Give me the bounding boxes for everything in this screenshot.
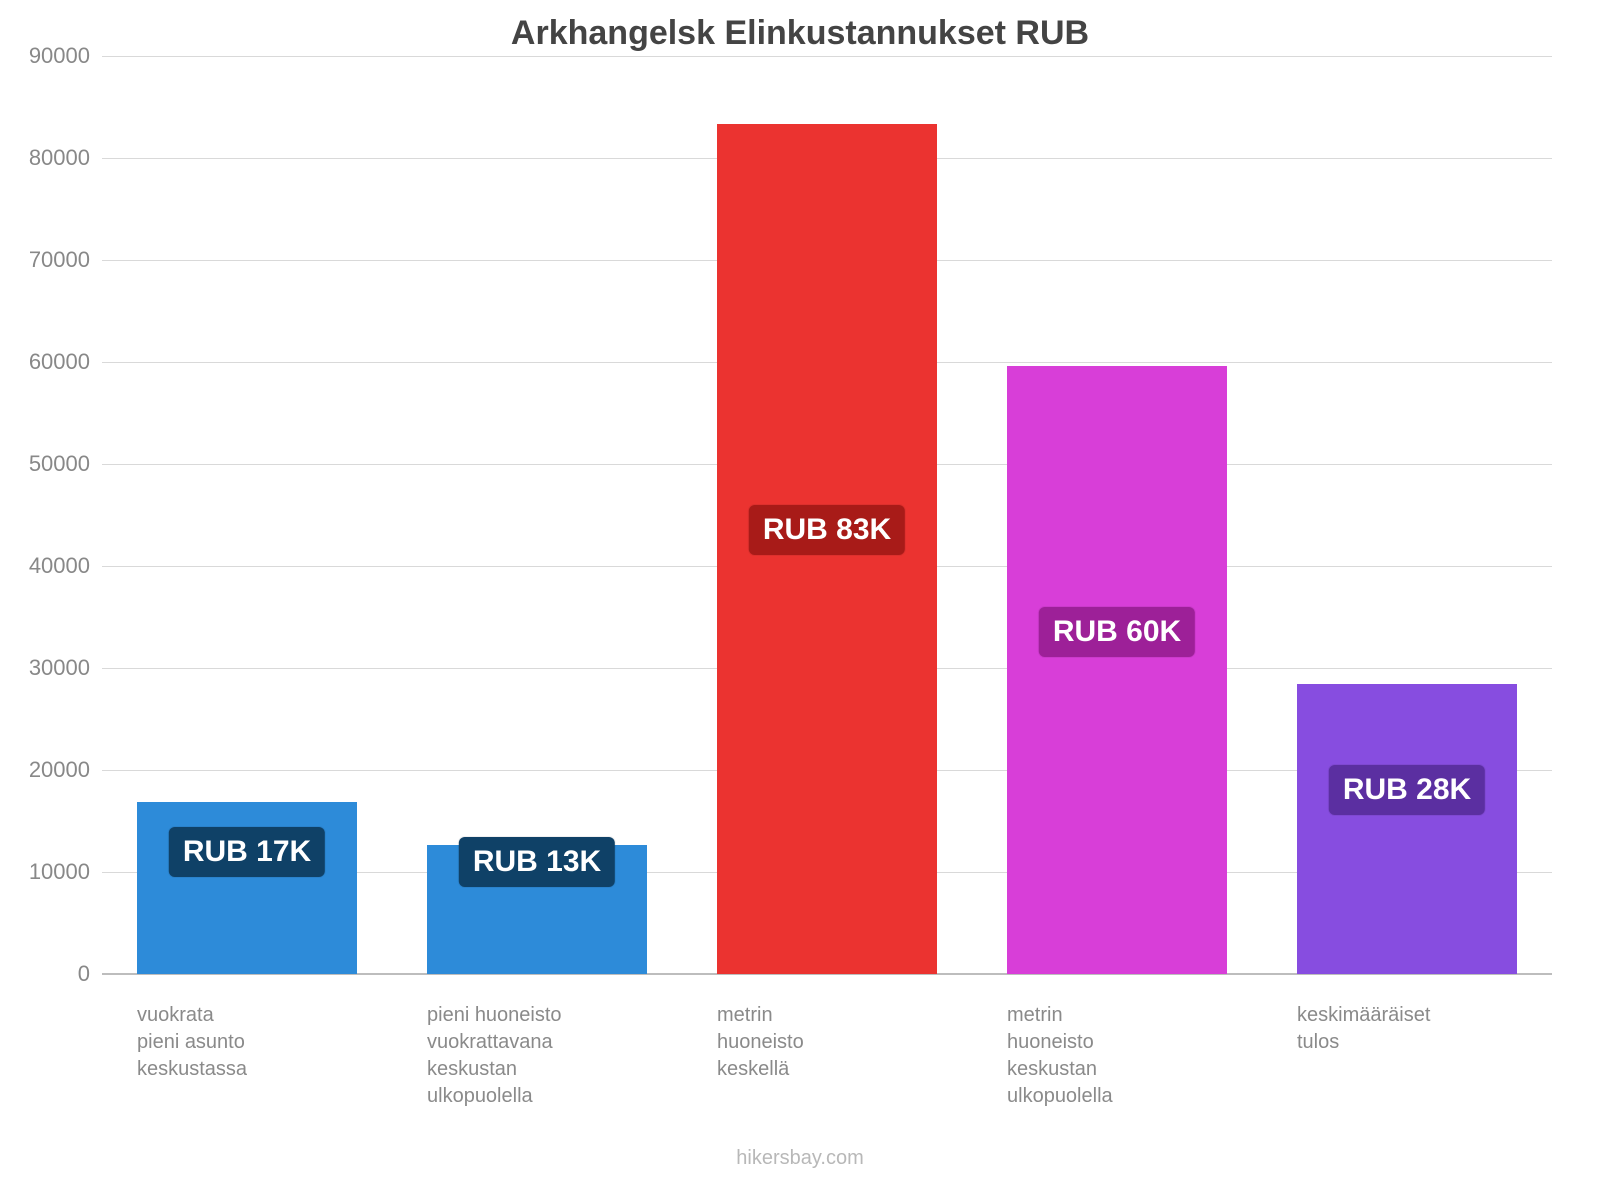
chart-title: Arkhangelsk Elinkustannukset RUB [0, 0, 1600, 53]
x-tick-label: vuokrata pieni asunto keskustassa [137, 1002, 337, 1083]
attribution-text: hikersbay.com [736, 1147, 863, 1170]
x-tick-label: pieni huoneisto vuokrattavana keskustan … [427, 1002, 627, 1110]
y-tick-label: 60000 [29, 349, 102, 375]
y-tick-label: 0 [78, 961, 102, 987]
y-tick-label: 50000 [29, 451, 102, 477]
x-tick-label: metrin huoneisto keskustan ulkopuolella [1007, 1002, 1207, 1110]
y-tick-label: 20000 [29, 757, 102, 783]
plot-area: 0100002000030000400005000060000700008000… [102, 56, 1552, 974]
bar-value-label: RUB 60K [1039, 607, 1195, 657]
y-tick-label: 10000 [29, 859, 102, 885]
gridline [102, 56, 1552, 57]
y-tick-label: 30000 [29, 655, 102, 681]
bar-value-label: RUB 83K [749, 505, 905, 555]
x-tick-label: keskimääräiset tulos [1297, 1002, 1497, 1056]
chart-container: Arkhangelsk Elinkustannukset RUB 0100002… [0, 0, 1600, 1200]
y-tick-label: 90000 [29, 43, 102, 69]
y-tick-label: 80000 [29, 145, 102, 171]
bar-value-label: RUB 28K [1329, 765, 1485, 815]
bar-value-label: RUB 17K [169, 827, 325, 877]
y-tick-label: 40000 [29, 553, 102, 579]
y-tick-label: 70000 [29, 247, 102, 273]
bar [1007, 366, 1227, 974]
bar-value-label: RUB 13K [459, 837, 615, 887]
x-tick-label: metrin huoneisto keskellä [717, 1002, 917, 1083]
bar [1297, 684, 1517, 974]
